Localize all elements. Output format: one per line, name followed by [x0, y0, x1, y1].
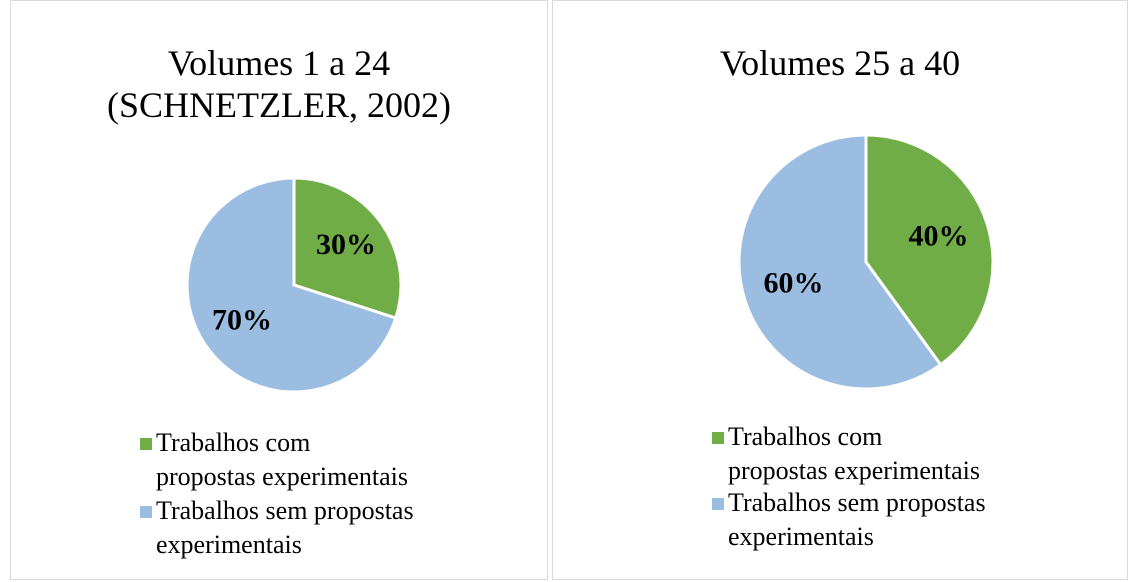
- pie-slice: [737, 133, 943, 391]
- data-label: 40%: [908, 219, 968, 252]
- chart-title: Volumes 25 a 40: [719, 43, 961, 83]
- chart-title: Volumes 1 a 24 (SCHNETZLER, 2002): [107, 43, 451, 125]
- legend-label: Trabalhos com propostas experimentais: [728, 422, 980, 485]
- pie-slice: [292, 176, 403, 320]
- data-label: 30%: [316, 228, 376, 261]
- legend-swatch: [712, 432, 724, 444]
- chart-panel: [552, 0, 1128, 580]
- legend-label: Trabalhos sem propostas experimentais: [728, 488, 986, 551]
- data-label: 60%: [764, 266, 824, 299]
- chart-panel: [10, 0, 548, 580]
- pie-slice: [185, 176, 398, 394]
- legend-swatch: [140, 438, 152, 450]
- legend-label: Trabalhos sem propostas experimentais: [156, 496, 414, 559]
- data-label: 70%: [212, 304, 272, 337]
- pie-slice: [864, 133, 995, 367]
- legend-label: Trabalhos com propostas experimentais: [156, 428, 408, 491]
- legend-swatch: [140, 506, 152, 518]
- legend-swatch: [712, 498, 724, 510]
